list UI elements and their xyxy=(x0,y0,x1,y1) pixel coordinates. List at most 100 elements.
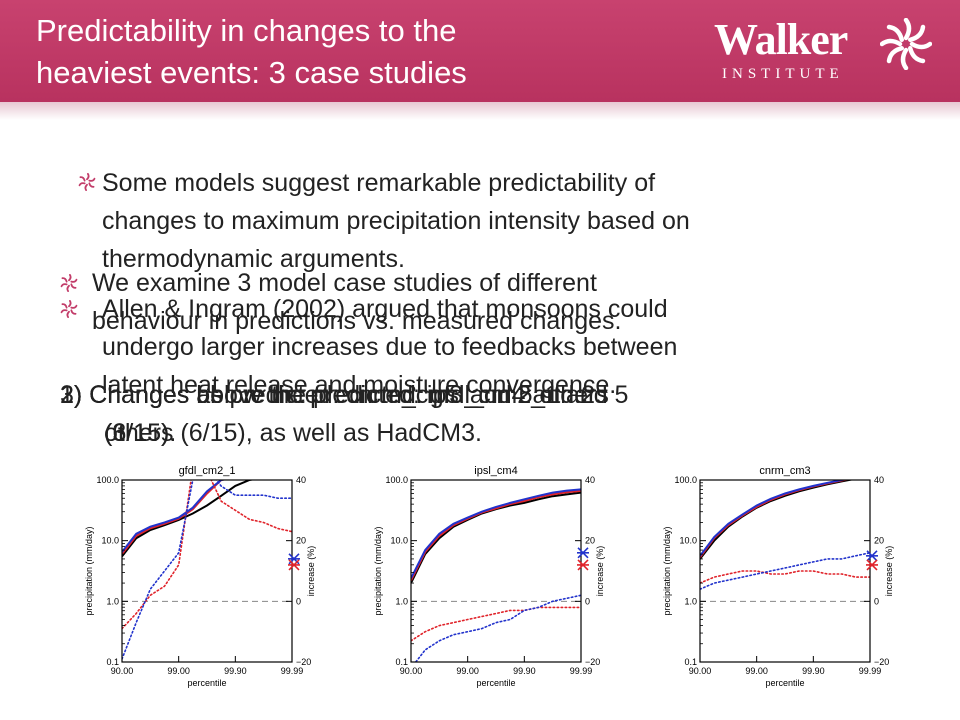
numbered-text-3: 3) Changes as predicted: cnrm_cm3 and 5 … xyxy=(60,376,890,452)
title-line-2: heaviest events: 3 case studies xyxy=(36,55,467,90)
y-tick-label: 10.0 xyxy=(390,536,408,546)
header-shadow xyxy=(0,102,960,120)
y2-axis-label: increase (%) xyxy=(595,546,605,597)
x-axis-label: percentile xyxy=(765,678,804,688)
y2-axis-label: increase (%) xyxy=(884,546,894,597)
x-tick-label: 99.90 xyxy=(224,666,247,676)
y-tick-label: 100.0 xyxy=(385,475,408,485)
series-blue-dotted xyxy=(122,480,292,660)
x-tick-label: 99.00 xyxy=(745,666,768,676)
numbered-text-1: 1) Changes above the predicted: gfdl_cm2… xyxy=(60,376,890,452)
numbered-line: 2) Changes below the predicted: ipsl_cm4… xyxy=(60,381,596,409)
y2-tick-label: 0 xyxy=(585,596,590,606)
series-blue-solid xyxy=(700,480,848,557)
header-bar xyxy=(0,0,960,102)
x-tick-label: 99.99 xyxy=(281,666,304,676)
chart-ipsl-cm4: ipsl_cm4 0.1 1.0 10.0 100.0 −20 0 20 40 90.00 99.0… xyxy=(373,465,605,688)
numbered-line: 3) Changes as predicted: cnrm_cm3 and 5 … xyxy=(60,381,609,409)
pinwheel-bullet-icon xyxy=(78,173,96,191)
x-tick-label: 99.00 xyxy=(167,666,190,676)
y2-tick-label: 0 xyxy=(296,596,301,606)
series-blue-dotted xyxy=(414,594,581,662)
logo-subtitle: INSTITUTE xyxy=(722,66,844,82)
y-tick-label: 10.0 xyxy=(679,536,697,546)
y-tick-label: 10.0 xyxy=(101,536,119,546)
numbered-line: (6/15). xyxy=(104,419,177,447)
y-axis-label: precipitation (mm/day) xyxy=(373,526,383,615)
chart-title: gfdl_cm2_1 xyxy=(179,465,236,477)
bullet-line: changes to maximum precipitation intensi… xyxy=(102,207,690,235)
series-red-solid xyxy=(700,480,851,558)
marker-red xyxy=(577,559,589,571)
bullet-line: We examine 3 model case studies of diffe… xyxy=(92,269,597,297)
x-tick-label: 90.00 xyxy=(111,666,134,676)
x-tick-label: 90.00 xyxy=(689,666,712,676)
pinwheel-logo-icon xyxy=(880,18,932,70)
series-red-solid xyxy=(411,489,581,582)
y2-tick-label: 40 xyxy=(585,475,595,485)
title-line-1: Predictability in changes to the xyxy=(36,13,457,48)
series-red-dotted xyxy=(411,606,581,642)
marker-blue xyxy=(866,550,878,562)
x-tick-label: 99.99 xyxy=(570,666,593,676)
series-black-solid xyxy=(700,480,855,560)
series-blue-dotted xyxy=(700,552,870,590)
numbered-line: others (6/15), as well as HadCM3. xyxy=(104,419,482,447)
y2-tick-label: 20 xyxy=(585,536,595,546)
y-tick-label: 1.0 xyxy=(395,596,408,606)
y-axis-label: precipitation (mm/day) xyxy=(662,526,672,615)
y2-tick-label: 0 xyxy=(874,596,879,606)
chart-title: ipsl_cm4 xyxy=(474,465,517,477)
bullet-text-1: Some models suggest remarkable predictab… xyxy=(102,164,902,278)
y2-tick-label: 20 xyxy=(296,536,306,546)
bullet-line: Allen & Ingram (2002) argued that monsoo… xyxy=(102,295,668,323)
x-tick-label: 99.00 xyxy=(456,666,479,676)
series-red-dotted xyxy=(700,570,870,584)
plot-frame xyxy=(410,479,582,663)
y-tick-label: 0.1 xyxy=(684,657,697,667)
y2-tick-label: −20 xyxy=(874,657,889,667)
bullet-line: behaviour in predictions vs. measured ch… xyxy=(92,307,622,335)
numbered-text-2: 2) Changes below the predicted: ipsl_cm4… xyxy=(60,376,890,452)
y-tick-label: 0.1 xyxy=(106,657,119,667)
numbered-line: (3/15). xyxy=(104,419,177,447)
slide-title: Predictability in changes to the heavies… xyxy=(36,10,676,94)
y-tick-label: 100.0 xyxy=(674,475,697,485)
chart-gfdl-cm2-1: gfdl_cm2_1 0.1 1.0 10.0 100.0 −20 0 20 40 90.00 99… xyxy=(84,465,316,688)
series-blue-solid xyxy=(122,480,227,553)
y2-tick-label: −20 xyxy=(296,657,311,667)
marker-red xyxy=(866,559,878,571)
y-tick-label: 0.1 xyxy=(395,657,408,667)
series-blue-solid xyxy=(411,488,581,579)
marker-blue xyxy=(577,547,589,559)
y2-axis-label: increase (%) xyxy=(306,546,316,597)
y-tick-label: 100.0 xyxy=(96,475,119,485)
x-tick-label: 99.90 xyxy=(513,666,536,676)
y-tick-label: 1.0 xyxy=(106,596,119,606)
series-red-solid xyxy=(122,480,227,555)
pinwheel-bullet-icon xyxy=(60,300,78,318)
x-axis-label: percentile xyxy=(476,678,515,688)
plot-frame xyxy=(121,479,293,663)
bullet-line: undergo larger increases due to feedback… xyxy=(102,333,678,361)
plot-frame xyxy=(699,479,871,663)
x-tick-label: 99.99 xyxy=(859,666,882,676)
series-black-solid xyxy=(122,480,256,558)
y2-tick-label: 40 xyxy=(296,475,306,485)
x-tick-label: 90.00 xyxy=(400,666,423,676)
y-tick-label: 1.0 xyxy=(684,596,697,606)
x-tick-label: 99.90 xyxy=(802,666,825,676)
walker-institute-logo: Walker INSTITUTE xyxy=(714,15,934,88)
y2-tick-label: 20 xyxy=(874,536,884,546)
pinwheel-bullet-icon xyxy=(60,274,78,292)
bullet-line: Some models suggest remarkable predictab… xyxy=(102,169,656,197)
marker-blue xyxy=(288,553,300,565)
chart-cnrm-cm3: cnrm_cm3 0.1 1.0 10.0 100.0 −20 0 20 40 90.00 99.0… xyxy=(662,465,894,688)
bullet-line: latent heat release and moisture converg… xyxy=(102,371,617,399)
y-axis-label: precipitation (mm/day) xyxy=(84,526,94,615)
series-red-dotted xyxy=(122,480,292,630)
logo-wordmark: Walker xyxy=(714,15,848,64)
marker-red xyxy=(288,559,300,571)
bullet-line: thermodynamic arguments. xyxy=(102,245,405,273)
numbered-line: 1) Changes above the predicted: gfdl_cm2… xyxy=(60,381,629,409)
